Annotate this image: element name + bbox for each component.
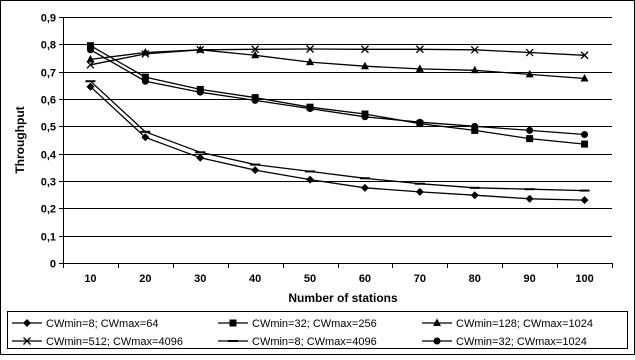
y-tick-label: 0,3 xyxy=(41,177,56,189)
grid-layer xyxy=(63,17,612,237)
data-point-series-3 xyxy=(251,50,260,59)
data-point-series-6 xyxy=(471,122,479,130)
data-point-series-3 xyxy=(580,74,589,82)
data-point-series-1 xyxy=(525,194,534,203)
data-point-series-1 xyxy=(306,175,315,184)
data-point-series-6 xyxy=(141,77,149,85)
data-point-series-6 xyxy=(251,96,259,104)
y-axis-title: Throughput xyxy=(13,106,27,173)
data-point-series-4 xyxy=(580,51,589,60)
data-point-series-2 xyxy=(581,140,589,148)
legend-label-2: CWmin=32; CWmax=256 xyxy=(252,318,377,330)
data-point-series-2 xyxy=(471,126,479,134)
series-line-2 xyxy=(90,45,585,145)
legend-label-4: CWmin=512; CWmax=4096 xyxy=(46,336,183,348)
data-point-series-1 xyxy=(580,196,589,205)
data-point-series-1 xyxy=(470,191,479,200)
y-tick-label: 0,6 xyxy=(41,95,56,107)
data-point-series-1 xyxy=(251,166,260,175)
x-tick-label: 60 xyxy=(359,273,371,285)
series-line-3 xyxy=(90,49,585,80)
marker-layer xyxy=(85,42,590,205)
y-tick-label: 0,5 xyxy=(41,122,56,134)
data-point-series-4 xyxy=(196,45,205,54)
series-line-6 xyxy=(90,49,585,136)
y-tick-label: 0 xyxy=(50,259,56,271)
data-point-series-3 xyxy=(306,57,315,66)
data-point-series-4 xyxy=(360,45,369,54)
data-point-series-2 xyxy=(526,135,534,143)
legend-label-6: CWmin=32; CWmax=1024 xyxy=(456,336,587,348)
data-point-series-3 xyxy=(141,48,150,56)
data-point-series-1 xyxy=(141,133,150,142)
x-tick-label: 80 xyxy=(469,273,481,285)
data-point-series-4 xyxy=(86,60,95,69)
data-point-series-6 xyxy=(361,113,369,121)
x-tick-label: 10 xyxy=(84,273,96,285)
data-point-series-4 xyxy=(470,45,479,54)
y-tick-label: 0,9 xyxy=(41,13,56,25)
x-tick-label: 20 xyxy=(139,273,151,285)
y-tick-label: 0,4 xyxy=(41,150,57,162)
y-tick-label: 0,7 xyxy=(41,68,56,80)
data-point-series-2 xyxy=(141,73,149,81)
legend-marker-4 xyxy=(23,337,31,345)
legend-marker-2 xyxy=(229,319,237,327)
data-point-series-6 xyxy=(526,126,534,134)
legend-label-5: CWmin=8; CWmax=4096 xyxy=(252,336,377,348)
data-point-series-6 xyxy=(416,118,424,126)
data-point-series-4 xyxy=(251,45,260,54)
series-layer xyxy=(90,45,585,201)
data-point-series-6 xyxy=(196,88,204,96)
x-tick-label: 90 xyxy=(524,273,536,285)
axis-layer: 0 0,1 0,2 0,3 0,4 0,5 0,6 0,7 0,8 0,9 10 20 30 40 50 60… xyxy=(41,13,613,285)
data-point-series-3 xyxy=(86,54,95,63)
data-point-series-4 xyxy=(415,45,424,54)
data-point-series-3 xyxy=(525,69,534,78)
y-tick-label: 0,1 xyxy=(41,232,56,244)
data-point-series-3 xyxy=(415,64,424,72)
x-tick-label: 50 xyxy=(304,273,316,285)
data-point-series-3 xyxy=(470,65,479,74)
legend-box xyxy=(7,311,628,349)
y-tick-label: 0,8 xyxy=(41,40,56,52)
series-line-1 xyxy=(90,86,585,201)
data-point-series-6 xyxy=(306,105,314,113)
data-point-series-4 xyxy=(525,48,534,57)
data-point-series-1 xyxy=(196,153,205,162)
data-point-series-4 xyxy=(141,49,150,58)
data-point-series-6 xyxy=(581,131,589,139)
data-point-series-1 xyxy=(360,183,369,192)
legend-label-1: CWmin=8; CWmax=64 xyxy=(46,318,158,330)
series-line-4 xyxy=(90,48,585,66)
data-point-series-2 xyxy=(86,42,94,50)
x-tick-label: 40 xyxy=(249,273,261,285)
x-axis-title: Number of stations xyxy=(288,291,398,305)
legend-label-3: CWmin=128; CWmax=1024 xyxy=(456,318,593,330)
data-point-series-1 xyxy=(415,187,424,196)
x-tick-label: 100 xyxy=(575,273,593,285)
y-tick-label: 0,2 xyxy=(41,204,56,216)
data-point-series-6 xyxy=(86,46,94,54)
legend-marker-1 xyxy=(23,319,31,327)
data-point-series-4 xyxy=(306,45,315,53)
series-line-5 xyxy=(90,80,585,192)
x-tick-label: 70 xyxy=(414,273,426,285)
legend-marker-3 xyxy=(433,318,441,326)
data-point-series-1 xyxy=(86,82,95,91)
legend: CWmin=8; CWmax=64 CWmin=32; CWmax=256 CWmi… xyxy=(7,311,628,349)
data-point-series-3 xyxy=(360,61,369,70)
x-tick-label: 30 xyxy=(194,273,206,285)
legend-marker-6 xyxy=(433,337,441,345)
